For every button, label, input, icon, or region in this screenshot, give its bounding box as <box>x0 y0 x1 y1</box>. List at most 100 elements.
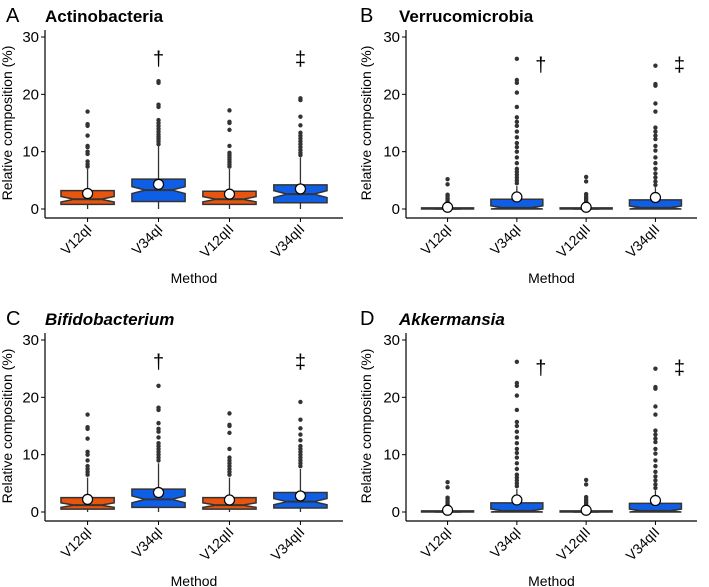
outlier-point <box>156 405 161 410</box>
outlier-point <box>156 78 161 84</box>
outlier-point <box>653 463 658 469</box>
outlier-point <box>445 485 450 490</box>
mean-point <box>580 201 592 213</box>
significance-annotation: ‡ <box>295 352 306 374</box>
outlier-point <box>156 117 161 123</box>
mean-point <box>511 191 523 203</box>
outlier-point <box>653 432 658 437</box>
x-tick-label: V34qI <box>487 221 524 258</box>
outlier-point <box>514 119 520 125</box>
outlier-point <box>156 420 161 426</box>
outlier-point <box>156 435 161 440</box>
outlier-point <box>445 192 450 197</box>
outlier-point <box>298 426 303 431</box>
outlier-point <box>85 449 90 454</box>
outlier-point <box>514 419 520 425</box>
panel-title: Verrucomicrobia <box>399 7 534 26</box>
box-v12qii: V12qII <box>197 411 257 564</box>
outlier-point <box>653 133 658 138</box>
outlier-point <box>514 435 520 440</box>
outlier-point <box>298 399 303 405</box>
significance-annotation: † <box>153 49 164 71</box>
significance-annotation: † <box>153 352 164 374</box>
panel-letter: B <box>360 5 373 27</box>
outlier-point <box>514 104 520 110</box>
outlier-point <box>85 412 90 417</box>
outlier-point <box>653 478 658 483</box>
outlier-point <box>583 477 589 483</box>
significance-annotation: ‡ <box>295 49 306 71</box>
outlier-point <box>514 450 520 456</box>
outlier-point <box>85 121 90 127</box>
outlier-point <box>514 472 520 477</box>
panel-title: Bifidobacterium <box>45 310 174 329</box>
outlier-point <box>583 191 589 197</box>
x-tick-label: V12qI <box>418 221 455 258</box>
outlier-point <box>583 174 589 180</box>
outlier-point <box>653 428 658 433</box>
y-tick-label: 0 <box>31 504 39 521</box>
mean-point <box>441 201 454 213</box>
y-tick-label: 0 <box>392 504 400 521</box>
outlier-point <box>653 136 658 142</box>
x-axis-label: Method <box>171 573 218 587</box>
outlier-point <box>653 446 658 452</box>
outlier-point <box>653 81 658 87</box>
outlier-point <box>85 109 90 114</box>
outlier-point <box>85 143 90 149</box>
mean-point <box>81 187 94 200</box>
y-tick-label: 20 <box>22 86 39 103</box>
box-v34qi: V34qI † <box>487 54 547 258</box>
significance-annotation: † <box>535 357 546 379</box>
panel-letter: C <box>6 308 20 330</box>
outlier-point <box>85 458 90 463</box>
outlier-point <box>227 446 232 452</box>
outlier-point <box>298 96 303 101</box>
y-tick-label: 0 <box>392 201 400 218</box>
x-tick-label: V12qII <box>197 524 237 564</box>
outlier-point <box>445 182 450 187</box>
x-tick-label: V12qII <box>197 221 237 261</box>
outlier-point <box>514 466 520 472</box>
significance-annotation: ‡ <box>674 357 685 379</box>
outlier-point <box>514 380 520 386</box>
outlier-point <box>227 108 232 113</box>
y-tick-label: 10 <box>22 144 39 161</box>
y-tick-label: 20 <box>383 389 400 406</box>
outlier-point <box>298 114 303 119</box>
outlier-point <box>227 430 232 436</box>
panel-title: Akkermansia <box>398 310 505 329</box>
y-tick-label: 30 <box>383 332 400 349</box>
mean-point <box>294 490 307 502</box>
outlier-point <box>514 77 520 83</box>
mean-point <box>441 504 454 516</box>
outlier-point <box>653 182 658 188</box>
mean-point <box>511 494 523 506</box>
outlier-point <box>514 455 520 460</box>
outlier-point <box>298 432 303 437</box>
outlier-point <box>653 148 658 153</box>
outlier-point <box>653 469 658 475</box>
x-tick-label: V34qI <box>128 221 165 258</box>
outlier-point <box>583 179 589 184</box>
significance-annotation: † <box>535 54 546 76</box>
x-tick-label: V34qII <box>623 221 663 261</box>
outlier-point <box>156 383 161 389</box>
panel-letter: D <box>360 308 374 330</box>
outlier-point <box>653 474 658 479</box>
y-tick-label: 30 <box>383 29 400 46</box>
box-v12qi: V12qI <box>58 412 115 561</box>
x-tick-label: V12qI <box>58 221 95 258</box>
outlier-point <box>514 407 520 413</box>
outlier-point <box>514 446 520 452</box>
box-body <box>490 502 544 513</box>
outlier-point <box>653 404 658 409</box>
outlier-point <box>298 443 303 449</box>
outlier-point <box>298 417 303 422</box>
outlier-point <box>156 441 161 446</box>
x-tick-label: V34qII <box>268 221 308 261</box>
outlier-point <box>653 482 658 487</box>
box-v34qii: V34qII ‡ <box>623 357 685 563</box>
box-v34qii: V34qII ‡ <box>623 54 685 260</box>
mean-point <box>81 493 94 505</box>
